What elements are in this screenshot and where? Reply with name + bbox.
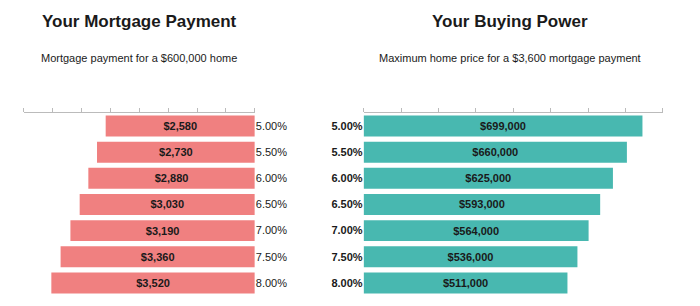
svg-text:$2,580: $2,580	[163, 120, 197, 132]
svg-text:Maximum home price for a $3,60: Maximum home price for a $3,600 mortgage…	[379, 52, 641, 64]
svg-text:5.50%: 5.50%	[256, 146, 287, 158]
svg-text:6.50%: 6.50%	[256, 198, 287, 210]
svg-text:Your Buying Power: Your Buying Power	[432, 12, 588, 31]
svg-text:$660,000: $660,000	[472, 146, 518, 158]
svg-text:$625,000: $625,000	[465, 172, 511, 184]
svg-text:6.50%: 6.50%	[331, 198, 362, 210]
svg-text:8.00%: 8.00%	[331, 277, 362, 289]
svg-text:Mortgage payment for a $600,00: Mortgage payment for a $600,000 home	[41, 52, 237, 64]
svg-text:7.50%: 7.50%	[331, 251, 362, 263]
svg-text:$2,730: $2,730	[159, 146, 193, 158]
svg-text:$564,000: $564,000	[453, 225, 499, 237]
svg-text:$3,190: $3,190	[146, 225, 180, 237]
svg-text:$593,000: $593,000	[459, 198, 505, 210]
svg-text:7.50%: 7.50%	[256, 251, 287, 263]
svg-text:8.00%: 8.00%	[256, 277, 287, 289]
svg-text:6.00%: 6.00%	[331, 172, 362, 184]
svg-text:7.00%: 7.00%	[331, 224, 362, 236]
svg-text:5.50%: 5.50%	[331, 146, 362, 158]
svg-text:$511,000: $511,000	[443, 277, 488, 289]
svg-text:$3,360: $3,360	[141, 251, 175, 263]
svg-text:$699,000: $699,000	[480, 120, 526, 132]
svg-text:$2,880: $2,880	[155, 172, 189, 184]
svg-text:$536,000: $536,000	[448, 251, 494, 263]
svg-text:7.00%: 7.00%	[256, 224, 287, 236]
svg-text:Your Mortgage Payment: Your Mortgage Payment	[42, 12, 237, 31]
svg-text:$3,030: $3,030	[150, 198, 184, 210]
svg-text:$3,520: $3,520	[136, 277, 170, 289]
svg-text:6.00%: 6.00%	[256, 172, 287, 184]
svg-text:5.00%: 5.00%	[331, 120, 362, 132]
svg-text:5.00%: 5.00%	[256, 120, 287, 132]
